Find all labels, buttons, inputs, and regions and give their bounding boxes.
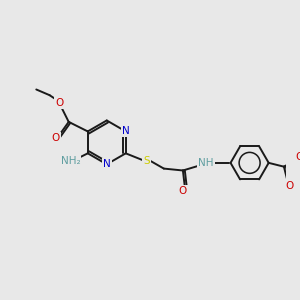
Text: S: S: [143, 156, 150, 166]
Text: NH: NH: [198, 158, 214, 168]
Text: O: O: [295, 152, 300, 162]
Text: O: O: [55, 98, 63, 108]
Text: N: N: [122, 126, 130, 136]
Text: O: O: [51, 133, 59, 143]
Text: O: O: [286, 181, 294, 191]
Text: N: N: [103, 159, 111, 169]
Text: O: O: [179, 187, 187, 196]
Text: NH₂: NH₂: [61, 156, 80, 166]
